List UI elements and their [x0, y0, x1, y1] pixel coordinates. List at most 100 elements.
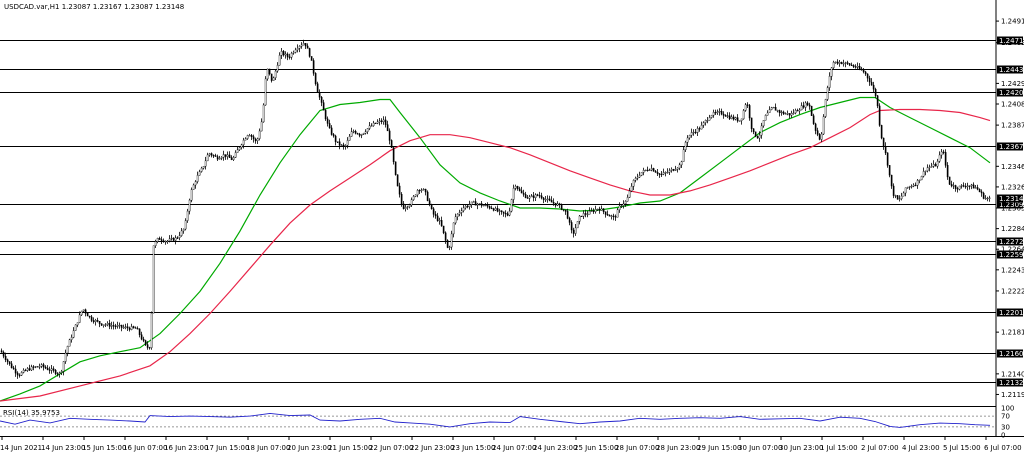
- candle-body: [46, 367, 49, 370]
- candle-body: [888, 165, 891, 176]
- x-tick-label: 16 Jun 23:00: [164, 444, 208, 452]
- candle-body: [100, 323, 103, 326]
- y-tick-label: 1.23465: [1001, 163, 1024, 171]
- candle-body: [108, 323, 111, 327]
- candle-body: [324, 110, 327, 120]
- candle-body: [190, 189, 193, 201]
- candle-body: [304, 43, 307, 47]
- candle-body: [854, 66, 857, 68]
- candle-body: [710, 115, 713, 118]
- candle-body: [182, 228, 185, 232]
- candle-body: [730, 116, 733, 119]
- level-price-label: 1.24434: [999, 66, 1024, 74]
- candle-body: [662, 172, 665, 175]
- candle-body: [510, 199, 513, 212]
- x-tick-label: 28 Jun 07:00: [615, 444, 659, 452]
- candle-body: [34, 366, 37, 368]
- x-tick-label: 2 Jul 07:00: [861, 444, 899, 452]
- candle-body: [24, 369, 27, 372]
- candle-body: [262, 104, 265, 123]
- x-tick-label: 18 Jun 07:00: [246, 444, 290, 452]
- candle-body: [234, 152, 237, 158]
- candle-body: [390, 140, 393, 148]
- candle-body: [772, 106, 775, 109]
- fast-moving-average-line: [0, 96, 991, 402]
- candle-body: [752, 128, 755, 132]
- candle-body: [378, 120, 381, 123]
- candle-body: [556, 203, 559, 206]
- candle-body: [126, 326, 129, 329]
- candle-body: [146, 344, 149, 348]
- candle-body: [192, 184, 195, 190]
- candle-body: [986, 197, 989, 200]
- level-price-label: 1.22723: [999, 238, 1024, 246]
- candle-body: [718, 110, 721, 113]
- candle-body: [980, 191, 983, 194]
- candle-body: [938, 154, 941, 162]
- candle-body: [700, 125, 703, 130]
- level-price-box: [997, 36, 1023, 45]
- candle-body: [778, 110, 781, 114]
- candle-body: [348, 136, 351, 141]
- candle-body: [706, 119, 709, 122]
- candle-body: [806, 102, 809, 106]
- candle-body: [934, 163, 937, 167]
- candle-body: [384, 119, 387, 125]
- candle-body: [586, 213, 589, 216]
- candle-body: [406, 206, 409, 208]
- candle-body: [956, 188, 959, 190]
- candle-body: [680, 161, 683, 166]
- candle-body: [650, 168, 653, 171]
- candle-body: [452, 222, 455, 235]
- candle-body: [516, 186, 519, 190]
- candle-body: [948, 176, 951, 185]
- candle-body: [636, 176, 639, 179]
- level-price-label: 1.21604: [999, 350, 1024, 358]
- candle-body: [60, 371, 63, 373]
- candle-body: [678, 164, 681, 169]
- candle-body: [574, 227, 577, 234]
- candle-body: [932, 163, 935, 167]
- candle-body: [472, 201, 475, 203]
- candle-body: [522, 192, 525, 195]
- candle-body: [248, 135, 251, 137]
- candle-body: [120, 324, 123, 328]
- candle-body: [22, 369, 25, 373]
- candle-body: [62, 361, 65, 372]
- candle-body: [502, 211, 505, 214]
- candle-body: [416, 189, 419, 196]
- candle-body: [508, 210, 511, 216]
- candle-body: [882, 137, 885, 147]
- candle-body: [560, 204, 563, 210]
- candle-body: [646, 169, 649, 172]
- candle-body: [148, 347, 151, 349]
- candle-body: [898, 198, 901, 200]
- candle-body: [236, 149, 239, 153]
- candle-body: [466, 205, 469, 208]
- candle-body: [744, 104, 747, 111]
- candle-body: [868, 77, 871, 83]
- candle-body: [798, 109, 801, 112]
- candle-body: [902, 192, 905, 197]
- candle-body: [704, 119, 707, 123]
- candle-body: [906, 187, 909, 189]
- x-tick-label: 14 Jun 2021: [0, 444, 42, 452]
- candle-body: [848, 63, 851, 66]
- candle-body: [430, 204, 433, 210]
- candle-body: [520, 190, 523, 194]
- candle-body: [816, 130, 819, 135]
- candle-body: [332, 134, 335, 137]
- candle-body: [398, 185, 401, 195]
- candle-body: [26, 368, 29, 371]
- candle-body: [606, 214, 609, 216]
- candle-body: [628, 190, 631, 198]
- candle-body: [796, 110, 799, 112]
- candle-body: [176, 237, 179, 239]
- candle-body: [70, 337, 73, 340]
- candle-body: [618, 205, 621, 210]
- candle-body: [486, 204, 489, 207]
- candle-body: [514, 186, 517, 189]
- candle-body: [374, 122, 377, 125]
- candle-body: [850, 64, 853, 67]
